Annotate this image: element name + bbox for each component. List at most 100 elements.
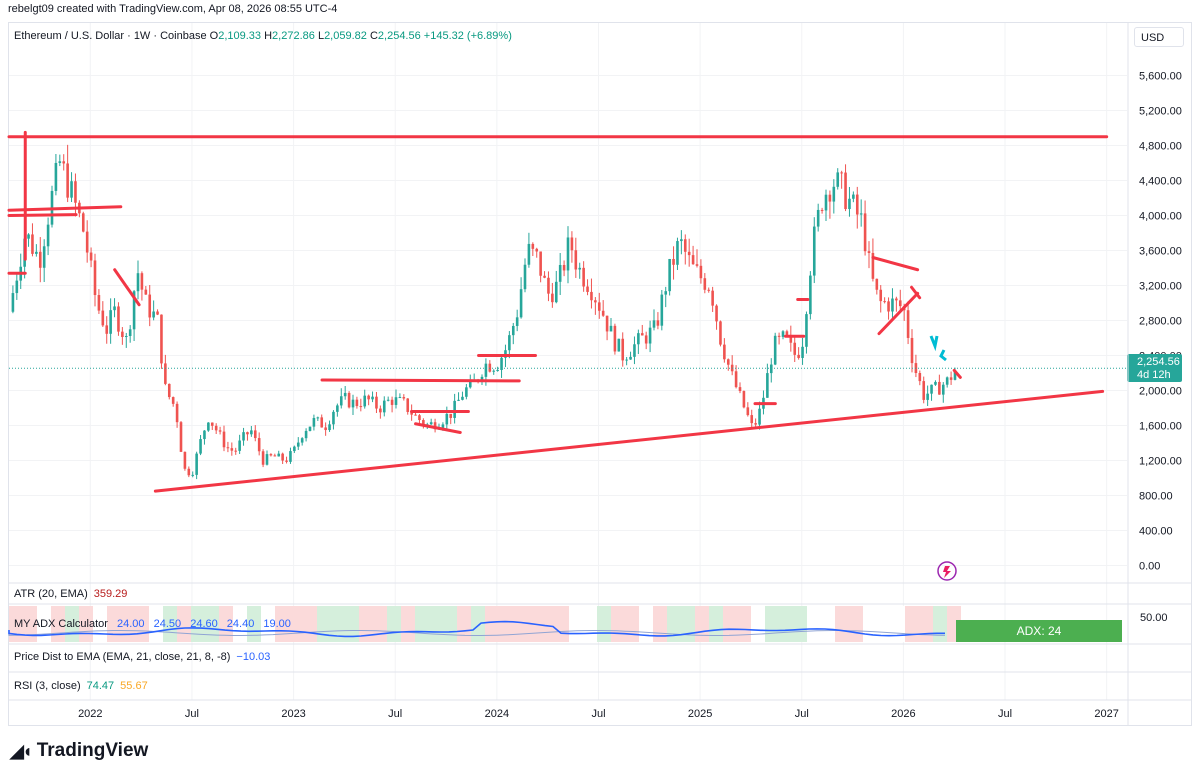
adx-band [625,606,639,642]
open-label: O [209,30,219,42]
candle-body [758,408,761,425]
adx-band [751,606,765,642]
candle-body [175,403,179,423]
candle-body [918,373,922,382]
candle-body [906,310,910,338]
candle-body [687,251,691,256]
candle-body [277,453,281,457]
flag-bottom-2023 [414,422,462,434]
candle-body [934,381,937,385]
candle-body [355,399,359,407]
candle-body [605,315,609,332]
candle-body [281,453,284,461]
candle-body [640,333,644,336]
candle-body [339,396,343,406]
adx-band [121,606,135,642]
atr-legend[interactable]: ATR (20, EMA) 359.29 [14,588,127,600]
candle-body [844,172,847,210]
adx-band [401,606,415,642]
rsi-legend[interactable]: RSI (3, close) 74.47 55.67 [14,680,148,692]
symbol-name[interactable]: Ethereum / U.S. Dollar · 1W · Coinbase [14,30,207,42]
pdist-legend[interactable]: Price Dist to EMA (EMA, 21, close, 21, 8… [14,651,270,663]
candle-body [820,209,824,211]
candle-body [656,320,660,326]
candle-body [124,336,128,338]
candle-body [128,329,132,337]
chart-frame [8,22,1192,726]
candle-body [613,325,617,352]
adx-band [275,606,289,642]
adx-band [345,606,359,642]
symbol-info-bar: Ethereum / U.S. Dollar · 1W · Coinbase O… [14,30,512,42]
candle-body [230,448,234,451]
candle-body [379,408,382,413]
candle-body [789,334,793,343]
adx-legend[interactable]: MY ADX Calculator 24.00 24.50 24.60 24.4… [14,618,291,630]
candle-body [461,396,464,400]
candle-body [15,280,19,294]
candle-body [136,273,140,292]
price-tick-label: 2,000.00 [1139,386,1182,398]
adx-band [821,606,835,642]
adx-band [359,606,373,642]
candle-body [66,163,69,198]
adx-value-2: 24.50 [153,618,182,630]
time-tick-label: Jul [795,708,809,720]
last-price-tag-bg [1127,354,1182,382]
candle-body [644,335,648,344]
candle-body [371,396,374,400]
candle-body [207,422,210,431]
candle-body [210,422,214,426]
candle-body [523,264,527,290]
adx-band [429,606,443,642]
candle-body [875,278,879,290]
candle-body [89,252,93,261]
candle-body [449,413,453,418]
candle-body [195,453,198,475]
cyan-annotations [929,335,947,362]
candle-body [109,310,112,334]
adx-band [905,606,919,642]
candle-body [457,399,460,401]
adx-band [247,606,261,642]
high-label: H [264,30,273,42]
candle-body [715,305,718,322]
adx-band [933,606,947,642]
candle-body [179,422,183,452]
level-line-2021-a [7,205,123,212]
candle-body [891,298,894,312]
candle-body [594,300,597,303]
adx-band [443,606,457,642]
currency-selector[interactable]: USD [1134,27,1184,47]
adx-band [499,606,513,642]
candle-body [828,194,832,202]
candle-body [726,359,730,365]
candle-body [250,430,253,435]
adx-band [639,606,653,642]
candle-body [148,294,152,318]
price-tick-label: 1,600.00 [1139,421,1182,433]
adx-band [485,606,499,642]
candle-body [887,301,890,312]
price-tick-label: 0.00 [1139,561,1160,573]
adx-band [709,606,723,642]
close-label: C [369,30,378,42]
candle-body [203,430,206,440]
adx-band [611,606,625,642]
rsi-value-2: 55.67 [120,680,148,692]
candle-body [117,306,120,332]
tradingview-brand[interactable]: ◢◖ TradingView [10,740,148,762]
chart-grid [9,23,1127,700]
candle-body [938,381,941,395]
candle-body [754,423,757,425]
candle-body [496,369,499,371]
candle-body [824,194,828,211]
lightning-icon[interactable] [937,561,957,581]
candle-body [312,417,316,427]
candle-body [500,357,503,370]
candle-body [629,356,632,360]
candle-body [711,290,714,306]
adx-value-3: 24.60 [190,618,218,630]
time-tick-label: 2025 [688,708,712,720]
